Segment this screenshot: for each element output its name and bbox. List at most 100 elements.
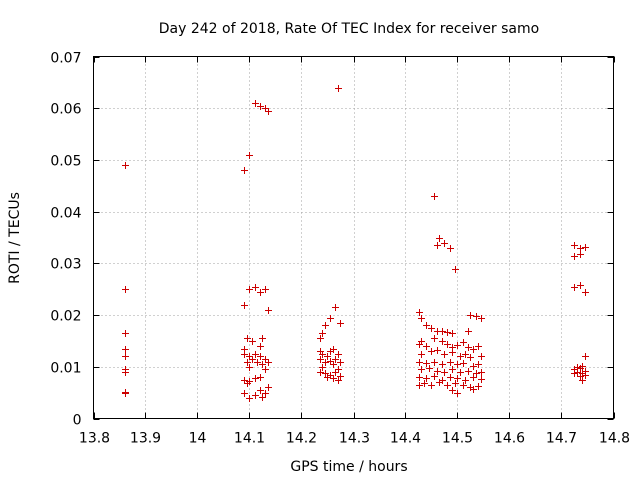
x-tick-label: 14.3 — [339, 431, 370, 447]
data-point — [434, 242, 441, 249]
data-point — [122, 286, 129, 293]
data-point — [574, 369, 581, 376]
data-point — [252, 351, 259, 358]
data-point — [317, 335, 324, 342]
data-point — [262, 390, 269, 397]
data-point — [423, 375, 430, 382]
data-point — [577, 373, 584, 380]
data-point — [454, 375, 461, 382]
data-point — [337, 320, 344, 327]
data-point — [332, 369, 339, 376]
data-point — [332, 356, 339, 363]
data-point — [122, 346, 129, 353]
data-point — [475, 383, 482, 390]
x-tick-labels: 13.8 13.9 14 14.1 14.2 14.3 14.4 14.5 14.6 14.7 14… — [79, 431, 630, 447]
data-point — [416, 359, 423, 366]
x-tick-label: 14.8 — [599, 431, 630, 447]
data-point — [571, 370, 578, 377]
x-tick-label: 14.6 — [494, 431, 525, 447]
data-point — [449, 366, 456, 373]
x-tick-label: 14.1 — [234, 431, 265, 447]
data-point — [457, 369, 464, 376]
data-point — [465, 328, 472, 335]
x-tick-label: 14.5 — [442, 431, 473, 447]
data-point — [431, 359, 438, 366]
data-point — [452, 266, 459, 273]
data-point — [441, 240, 448, 247]
data-point — [439, 361, 446, 368]
data-point — [418, 366, 425, 373]
data-point — [582, 353, 589, 360]
data-point — [467, 354, 474, 361]
data-point — [241, 377, 248, 384]
data-point — [244, 335, 251, 342]
data-point — [436, 235, 443, 242]
data-point — [439, 338, 446, 345]
data-point — [252, 375, 259, 382]
data-point — [473, 313, 480, 320]
data-point — [335, 351, 342, 358]
data-point — [317, 369, 324, 376]
data-point — [416, 374, 423, 381]
data-point — [582, 372, 589, 379]
data-point — [262, 356, 269, 363]
data-point — [444, 329, 451, 336]
data-point — [241, 302, 248, 309]
data-point — [434, 347, 441, 354]
data-point — [252, 284, 259, 291]
data-point — [475, 361, 482, 368]
data-point — [246, 395, 253, 402]
data-point — [262, 105, 269, 112]
data-point — [577, 365, 584, 372]
data-point — [447, 359, 454, 366]
x-tick-label: 13.9 — [130, 431, 161, 447]
data-point — [460, 360, 467, 367]
data-point — [265, 359, 272, 366]
data-point — [259, 361, 266, 368]
data-point — [337, 359, 344, 366]
x-tick-label: 13.8 — [79, 431, 110, 447]
data-point — [319, 364, 326, 371]
data-point — [249, 338, 256, 345]
data-point — [327, 348, 334, 355]
data-point — [441, 369, 448, 376]
y-tick-label: 0.01 — [50, 361, 81, 377]
x-axis-label: GPS time / hours — [290, 459, 407, 475]
data-point — [322, 370, 329, 377]
data-point — [447, 374, 454, 381]
data-point — [462, 351, 469, 358]
data-point — [330, 375, 337, 382]
data-point — [467, 312, 474, 319]
data-point — [428, 348, 435, 355]
y-tick-label: 0.03 — [50, 257, 81, 273]
data-point — [454, 390, 461, 397]
grid-lines — [93, 56, 614, 419]
data-point — [478, 376, 485, 383]
y-tick-label: 0.05 — [50, 154, 81, 170]
data-point — [436, 379, 443, 386]
data-point — [122, 330, 129, 337]
chart-title: Day 242 of 2018, Rate Of TEC Index for r… — [159, 21, 539, 37]
data-point — [241, 390, 248, 397]
y-axis-label: ROTI / TECUs — [7, 192, 23, 284]
data-point — [335, 85, 342, 92]
x-tick-label: 14 — [189, 431, 207, 447]
y-tick-label: 0.07 — [50, 51, 81, 67]
data-point — [259, 394, 266, 401]
data-point — [452, 380, 459, 387]
data-point — [319, 330, 326, 337]
data-point — [257, 343, 264, 350]
data-point — [426, 365, 433, 372]
data-point — [470, 346, 477, 353]
data-point — [454, 342, 461, 349]
data-point — [416, 382, 423, 389]
data-point — [478, 353, 485, 360]
data-point — [473, 370, 480, 377]
data-point — [475, 343, 482, 350]
data-point — [262, 366, 269, 373]
data-point — [246, 286, 253, 293]
data-point — [470, 374, 477, 381]
data-points — [122, 85, 589, 402]
data-point — [447, 245, 454, 252]
